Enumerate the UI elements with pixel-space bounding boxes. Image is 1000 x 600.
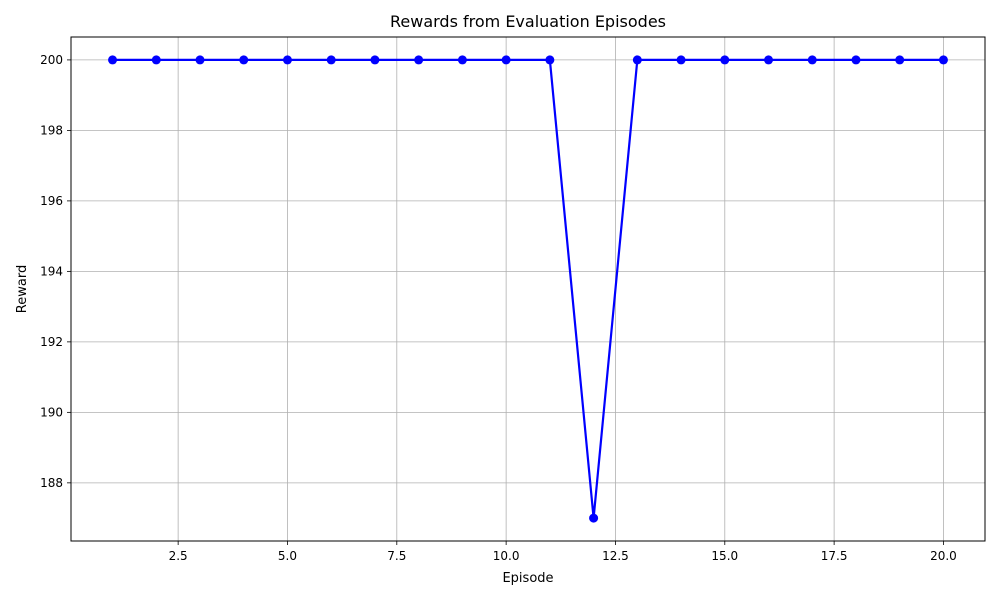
data-point: [414, 55, 424, 65]
data-point: [764, 55, 774, 65]
y-tick-label: 200: [40, 53, 63, 67]
data-point: [370, 55, 380, 65]
y-tick-label: 190: [40, 405, 63, 419]
data-point: [545, 55, 555, 65]
data-point: [326, 55, 336, 65]
grid-lines: [71, 37, 985, 541]
x-tick-label: 2.5: [169, 549, 188, 563]
y-axis-label: Reward: [15, 265, 30, 313]
y-tick-label: 194: [40, 264, 63, 278]
y-axis-ticks: 188 190 192 194 196 198 200: [40, 53, 71, 490]
x-axis-ticks: 2.5 5.0 7.5 10.0 12.5 15.0 17.5 20.0: [169, 541, 957, 563]
y-tick-label: 198: [40, 123, 63, 137]
y-tick-label: 188: [40, 476, 63, 490]
data-point: [589, 513, 599, 523]
data-point: [632, 55, 642, 65]
x-tick-label: 15.0: [711, 549, 738, 563]
plot-frame: [70, 36, 986, 542]
data-point: [807, 55, 817, 65]
x-tick-label: 5.0: [278, 549, 297, 563]
data-point: [282, 55, 292, 65]
data-point: [676, 55, 686, 65]
x-tick-label: 20.0: [930, 549, 957, 563]
x-tick-label: 17.5: [821, 549, 848, 563]
y-tick-label: 196: [40, 194, 63, 208]
data-point: [151, 55, 161, 65]
data-point: [239, 55, 249, 65]
data-point: [720, 55, 730, 65]
data-point: [938, 55, 948, 65]
data-point: [108, 55, 118, 65]
series-line: [112, 58, 944, 520]
x-tick-label: 10.0: [493, 549, 520, 563]
data-point: [851, 55, 861, 65]
data-point: [457, 55, 467, 65]
x-tick-label: 12.5: [602, 549, 629, 563]
series-group: [108, 55, 948, 523]
x-axis-label: Episode: [502, 571, 553, 586]
data-point: [501, 55, 511, 65]
chart-title: Rewards from Evaluation Episodes: [390, 12, 666, 31]
data-point: [895, 55, 905, 65]
data-point: [195, 55, 205, 65]
y-tick-label: 192: [40, 335, 63, 349]
x-tick-label: 7.5: [387, 549, 406, 563]
